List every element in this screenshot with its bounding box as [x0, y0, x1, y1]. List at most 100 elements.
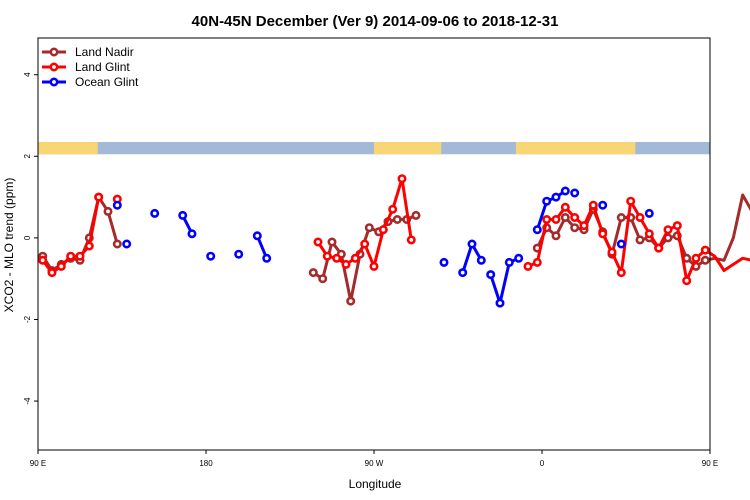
data-point — [495, 298, 505, 308]
data-point — [112, 239, 122, 249]
data-point — [346, 296, 356, 306]
data-point — [178, 210, 188, 220]
chart-title: 40N-45N December (Ver 9) 2014-09-06 to 2… — [192, 13, 559, 30]
data-point — [598, 229, 608, 239]
data-point — [411, 210, 421, 220]
data-point — [122, 239, 132, 249]
data-point — [682, 276, 692, 286]
data-point — [38, 255, 48, 265]
legend-marker — [49, 47, 59, 57]
data-point — [308, 268, 318, 278]
data-point — [551, 215, 561, 225]
data-series — [38, 174, 750, 308]
data-point — [504, 257, 514, 267]
legend-entry: Land Glint — [42, 60, 130, 74]
data-point — [392, 215, 402, 225]
data-point — [626, 196, 636, 206]
data-point — [439, 257, 449, 267]
series-line — [489, 256, 520, 305]
data-point — [570, 188, 580, 198]
data-point — [579, 221, 589, 231]
data-point — [616, 239, 626, 249]
y-tick-label: 4 — [23, 72, 32, 77]
x-tick-label: 0 — [540, 459, 545, 468]
data-point — [616, 268, 626, 278]
data-point — [234, 249, 244, 259]
y-tick-label: -2 — [23, 315, 32, 323]
axes: -4 -2 0 2 4 90 E 180 90 W 0 90 E — [23, 37, 718, 468]
land-segment — [374, 142, 442, 155]
data-point — [458, 268, 468, 278]
data-point — [635, 213, 645, 223]
data-point — [700, 255, 710, 265]
series-ocean-glint — [112, 186, 654, 308]
data-point — [635, 235, 645, 245]
legend-marker — [49, 62, 59, 72]
data-point — [598, 200, 608, 210]
data-point — [318, 274, 328, 284]
legend-entry: Land Nadir — [42, 45, 134, 59]
data-point — [560, 213, 570, 223]
data-point — [388, 204, 398, 214]
data-point — [570, 223, 580, 233]
data-point — [551, 192, 561, 202]
data-point — [350, 253, 360, 263]
x-tick-label: 90 E — [702, 459, 718, 468]
data-point — [560, 186, 570, 196]
legend-label: Land Glint — [75, 60, 130, 74]
data-point — [150, 208, 160, 218]
data-point — [75, 251, 85, 261]
data-point — [532, 225, 542, 235]
data-point — [187, 229, 197, 239]
data-point — [56, 261, 66, 271]
x-tick-label: 90 E — [30, 459, 46, 468]
data-point — [327, 237, 337, 247]
data-point — [560, 202, 570, 212]
data-point — [467, 239, 477, 249]
data-point — [322, 251, 332, 261]
data-point — [364, 223, 374, 233]
data-point — [654, 243, 664, 253]
data-point — [84, 241, 94, 251]
series-line — [535, 189, 567, 231]
data-point — [542, 196, 552, 206]
data-point — [644, 208, 654, 218]
y-tick-label: 2 — [23, 154, 32, 159]
series-land-glint — [38, 174, 750, 286]
data-point — [663, 225, 673, 235]
data-point — [313, 237, 323, 247]
data-point — [332, 253, 342, 263]
data-point — [103, 206, 113, 216]
land-segment — [515, 142, 636, 155]
y-axis-label: XCO2 - MLO trend (ppm) — [2, 178, 16, 313]
legend-label: Ocean Glint — [75, 75, 139, 89]
data-point — [570, 213, 580, 223]
data-point — [532, 257, 542, 267]
x-tick-label: 180 — [199, 459, 213, 468]
data-point — [47, 268, 57, 278]
land-ocean-strip — [38, 142, 710, 155]
data-point — [252, 231, 262, 241]
data-point — [672, 221, 682, 231]
y-tick-label: -4 — [23, 397, 32, 405]
data-point — [476, 255, 486, 265]
data-point — [369, 261, 379, 271]
x-tick-label: 90 W — [365, 459, 384, 468]
data-point — [262, 253, 272, 263]
data-point — [486, 270, 496, 280]
data-point — [406, 235, 416, 245]
data-point — [94, 192, 104, 202]
data-point — [691, 253, 701, 263]
data-point — [112, 200, 122, 210]
data-point — [644, 229, 654, 239]
data-point — [523, 261, 533, 271]
legend-label: Land Nadir — [75, 45, 134, 59]
data-point — [341, 259, 351, 269]
data-point — [551, 231, 561, 241]
y-tick-label: 0 — [23, 235, 32, 240]
data-point — [66, 251, 76, 261]
data-point — [397, 174, 407, 184]
data-point — [588, 200, 598, 210]
